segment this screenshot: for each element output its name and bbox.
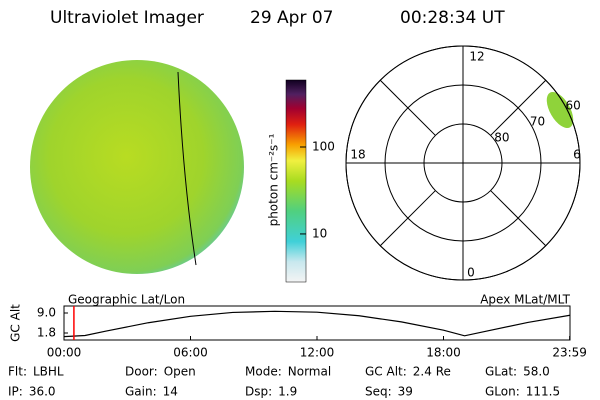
x-tick-label: 23:59 <box>552 346 587 360</box>
date: 29 Apr 07 <box>250 8 333 28</box>
mlt-label: 12 <box>469 50 484 64</box>
field-label: Door: <box>125 365 158 379</box>
ring-label: 70 <box>530 115 545 129</box>
earth-image <box>30 60 244 274</box>
terminator <box>177 71 197 266</box>
y-tick-label: 9.0 <box>37 306 56 320</box>
spoke <box>379 190 436 247</box>
ring-label: 60 <box>566 99 581 113</box>
colorbar-label: photon cm⁻²s⁻¹ <box>267 133 281 226</box>
mlt-label: 0 <box>467 266 475 280</box>
colorbar-tick-label: 100 <box>312 140 335 154</box>
field-label: Mode: <box>245 365 282 379</box>
field-value: 39 <box>398 385 413 399</box>
footer: Flt: LBHL Door: Open Mode: Normal GC Alt: 2.4 R… <box>8 365 560 399</box>
field-label: GLat: <box>485 365 517 379</box>
colorbar <box>285 79 307 283</box>
spoke <box>490 79 547 136</box>
caption: Apex MLat/MLT <box>480 293 570 307</box>
alt-frame <box>63 305 571 341</box>
field-value: 14 <box>163 385 178 399</box>
ring-label: 80 <box>494 130 509 144</box>
field-label: Seq: <box>365 385 392 399</box>
caption: Geographic Lat/Lon <box>68 293 185 307</box>
spoke <box>379 79 436 136</box>
colorbar-tick-label: 10 <box>312 226 327 240</box>
x-tick-label: 18:00 <box>426 346 461 360</box>
field-value: LBHL <box>33 365 64 379</box>
field-value: 2.4 Re <box>413 365 451 379</box>
aurora <box>546 91 574 129</box>
field-label: Flt: <box>8 365 27 379</box>
field-label: GLon: <box>485 385 520 399</box>
field-value: 58.0 <box>523 365 550 379</box>
y-tick-label: 1.8 <box>37 326 56 340</box>
field-value: Open <box>164 365 196 379</box>
field-label: Gain: <box>125 385 157 399</box>
field-value: 36.0 <box>29 385 56 399</box>
field-value: Normal <box>288 365 331 379</box>
mlt-label: 6 <box>573 148 581 162</box>
x-tick-label: 06:00 <box>173 346 208 360</box>
field-label: GC Alt: <box>365 365 407 379</box>
field-value: 111.5 <box>526 385 560 399</box>
time: 00:28:34 UT <box>400 8 505 28</box>
alt-line <box>63 310 571 338</box>
x-tick-label: 12:00 <box>300 346 335 360</box>
field-value: 1.9 <box>278 385 297 399</box>
spoke <box>490 190 547 247</box>
x-tick-label: 00:00 <box>47 346 82 360</box>
field-label: Dsp: <box>245 385 272 399</box>
title: Ultraviolet Imager <box>50 8 204 28</box>
field-label: IP: <box>8 385 23 399</box>
y-axis-label: GC Alt <box>9 304 23 342</box>
mlt-label: 18 <box>350 148 365 162</box>
